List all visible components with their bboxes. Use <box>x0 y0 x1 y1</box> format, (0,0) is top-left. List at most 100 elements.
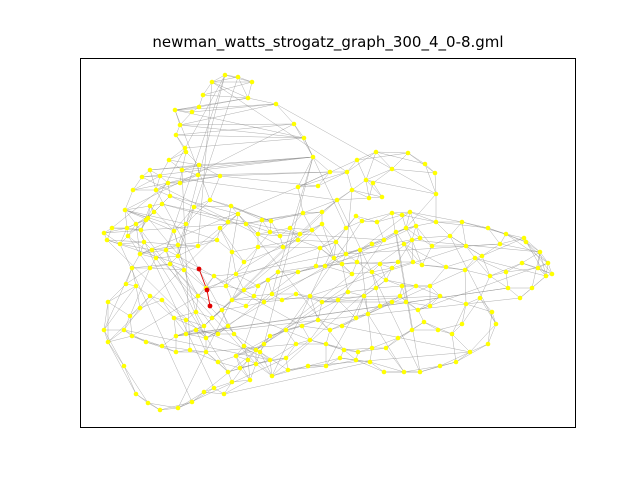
graph-edge <box>271 225 417 295</box>
graph-edge <box>131 267 137 287</box>
graph-node <box>373 285 379 291</box>
graph-edge <box>139 253 151 269</box>
graph-edge <box>217 355 237 363</box>
graph-edge <box>293 123 314 158</box>
graph-edge <box>168 151 187 161</box>
graph-edge <box>231 295 401 301</box>
graph-node <box>369 269 375 275</box>
graph-edge <box>369 361 385 373</box>
graph-edge <box>103 232 121 245</box>
graph-node <box>235 74 241 80</box>
graph-edge <box>445 257 476 268</box>
graph-edge <box>371 271 377 289</box>
graph-edge <box>177 255 303 327</box>
graph-edge <box>346 151 377 173</box>
graph-edge <box>230 205 263 221</box>
graph-node <box>389 166 395 172</box>
graph-edge <box>525 241 549 264</box>
graph-edge <box>217 361 229 373</box>
graph-node <box>463 243 469 249</box>
graph-edge <box>179 174 199 184</box>
graph-edge <box>379 263 387 281</box>
graph-edge <box>281 293 297 301</box>
graph-node <box>323 341 329 347</box>
graph-edge <box>424 163 437 195</box>
graph-node <box>437 363 443 369</box>
graph-node <box>529 285 535 291</box>
graph-node <box>105 339 111 345</box>
graph-edge <box>127 219 147 237</box>
graph-node <box>367 359 373 365</box>
graph-node <box>459 219 465 225</box>
graph-node <box>415 307 421 313</box>
graph-edge <box>361 220 378 223</box>
graph-edge <box>151 249 257 365</box>
graph-edge <box>301 319 319 327</box>
graph-edge <box>132 176 143 191</box>
graph-edge <box>261 211 323 221</box>
graph-edge <box>481 237 525 257</box>
graph-node <box>193 309 199 315</box>
graph-edge <box>411 321 425 331</box>
graph-edge <box>375 151 393 170</box>
graph-edge <box>309 245 467 297</box>
graph-node <box>401 369 407 375</box>
graph-edge <box>341 263 349 293</box>
graph-edge <box>124 123 295 211</box>
graph-node <box>273 101 279 107</box>
graph-node <box>261 299 267 305</box>
graph-edge <box>261 219 271 233</box>
graph-edge <box>155 182 169 191</box>
graph-edge <box>139 186 299 255</box>
graph-node <box>261 341 267 347</box>
graph-node <box>319 299 325 305</box>
graph-edge <box>368 182 374 199</box>
graph-node <box>267 229 273 235</box>
graph-edge <box>356 159 367 181</box>
graph-edge <box>391 168 436 174</box>
graph-edge <box>321 199 338 213</box>
graph-edge <box>401 214 437 223</box>
graph-node <box>503 269 509 275</box>
graph-edge <box>149 295 175 319</box>
graph-edge <box>505 262 523 273</box>
graph-node <box>319 221 325 227</box>
graph-edge <box>173 317 177 337</box>
graph-edge <box>375 151 409 154</box>
graph-node <box>215 359 221 365</box>
graph-edge <box>174 106 200 111</box>
graph-edge <box>127 235 157 259</box>
graph-edge <box>489 262 523 277</box>
graph-edge <box>123 307 141 331</box>
graph-edge <box>449 235 497 325</box>
graph-node <box>171 315 177 321</box>
graph-node <box>331 255 337 261</box>
graph-node <box>159 297 165 303</box>
graph-edge <box>479 275 491 299</box>
graph-edge <box>464 255 483 271</box>
graph-edge <box>161 203 229 223</box>
graph-node <box>277 233 283 239</box>
graph-edge <box>168 159 200 166</box>
graph-node <box>222 72 228 78</box>
graph-node <box>147 293 153 299</box>
graph-edge <box>191 103 277 113</box>
graph-edge <box>271 369 289 377</box>
graph-edge <box>295 339 311 345</box>
graph-edge <box>346 171 353 191</box>
graph-node <box>344 169 350 175</box>
graph-edge <box>269 359 273 377</box>
graph-edge <box>255 239 413 351</box>
graph-edge <box>243 285 259 291</box>
graph-node <box>125 233 131 239</box>
graph-node <box>323 363 329 369</box>
graph-edge <box>124 209 128 229</box>
graph-node <box>153 187 159 193</box>
graph-edge <box>247 359 251 381</box>
graph-node <box>310 154 316 160</box>
graph-node <box>255 244 261 250</box>
graph-node <box>335 297 341 303</box>
graph-edge <box>151 245 199 251</box>
graph-edge <box>205 241 337 289</box>
graph-node <box>315 183 321 189</box>
